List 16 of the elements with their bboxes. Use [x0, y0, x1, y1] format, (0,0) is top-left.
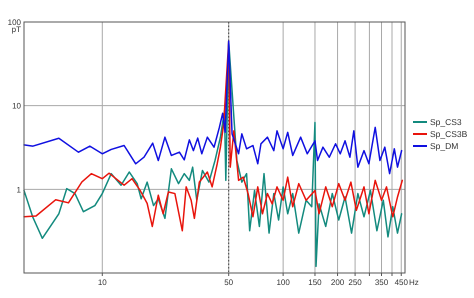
x-tick-label: 150: [308, 278, 322, 287]
legend-label: Sp_CS3: [430, 117, 462, 127]
x-axis-title: Hz: [409, 278, 419, 287]
legend-label: Sp_CS3B: [430, 129, 468, 139]
x-tick-label: 450: [394, 278, 408, 287]
x-tick-label: 200: [330, 278, 345, 287]
x-tick-label: 100: [276, 278, 290, 287]
legend-label: Sp_DM: [430, 141, 458, 151]
y-tick-label: 100: [8, 18, 22, 27]
x-tick-label: 10: [98, 278, 108, 287]
x-tick-label: 250: [348, 278, 362, 287]
x-tick-label: 350: [374, 278, 389, 287]
x-tick-label: 50: [224, 278, 234, 287]
y-axis-title: pT: [12, 25, 22, 34]
y-tick-label: 10: [12, 102, 22, 111]
y-tick-label: 1: [16, 185, 22, 194]
